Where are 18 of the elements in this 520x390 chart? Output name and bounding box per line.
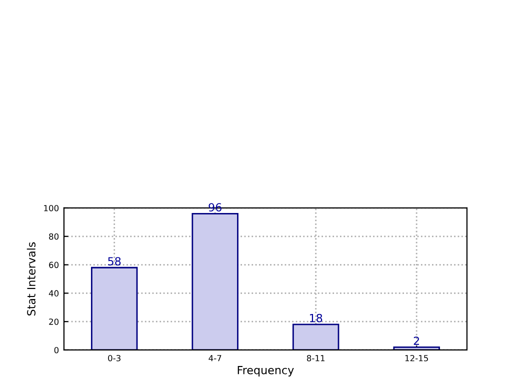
bar: [192, 212, 238, 350]
x-axis-title: Frequency: [238, 366, 294, 376]
y-axis-title: Stat Intervals: [26, 242, 36, 316]
data-label: 2: [414, 336, 420, 345]
y-tick-label: 20: [49, 318, 59, 325]
data-label: 58: [108, 257, 121, 266]
x-tick-label: 12-15: [405, 354, 428, 362]
x-tick-label: 0-3: [108, 354, 120, 362]
x-tick-label: 4-7: [208, 355, 222, 362]
y-tick-label: 60: [49, 262, 59, 268]
y-tick-label: 100: [44, 204, 59, 212]
y-tick-label: 0: [54, 346, 59, 354]
y-tick-label: 40: [48, 290, 59, 296]
x-tick-label: 8-11: [306, 354, 325, 362]
bar: [90, 266, 138, 350]
data-label: 18: [310, 314, 322, 322]
y-tick-label: 80: [49, 233, 59, 240]
bar: [292, 324, 340, 350]
